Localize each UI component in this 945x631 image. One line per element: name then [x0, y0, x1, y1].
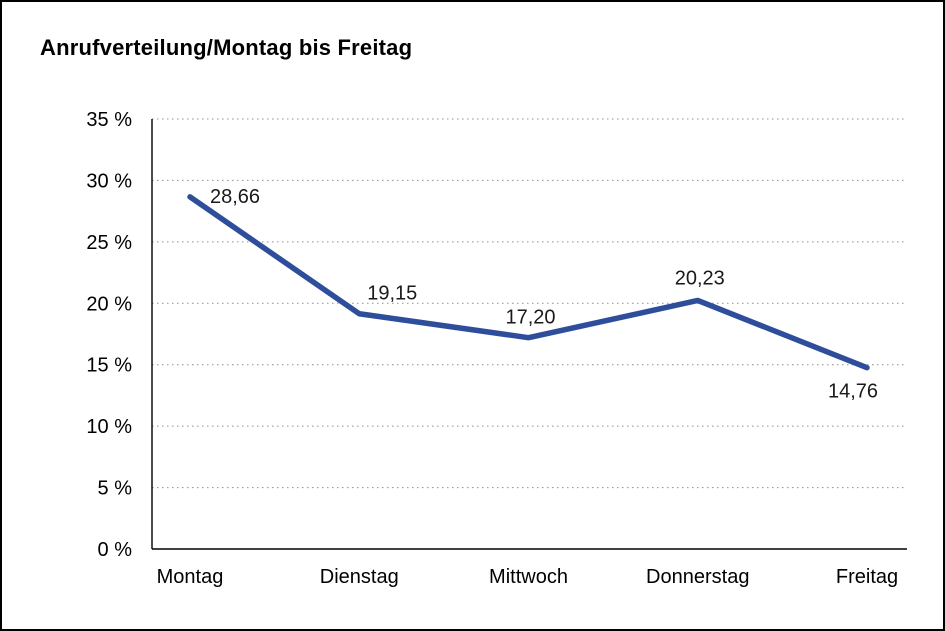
x-tick-label: Mittwoch [489, 566, 568, 588]
data-point-label: 14,76 [828, 381, 878, 403]
x-tick-label: Donnerstag [646, 566, 749, 588]
y-tick-label: 35 % [86, 109, 132, 131]
y-tick-label: 20 % [86, 293, 132, 315]
y-tick-label: 5 % [98, 478, 133, 500]
y-tick-label: 25 % [86, 232, 132, 254]
y-tick-label: 30 % [86, 170, 132, 192]
data-point-label: 28,66 [210, 186, 260, 208]
data-point-label: 19,15 [367, 283, 417, 305]
chart-title: Anrufverteilung/Montag bis Freitag [40, 35, 413, 60]
data-point-label: 20,23 [675, 267, 725, 289]
y-tick-label: 15 % [86, 355, 132, 377]
x-tick-label: Montag [157, 566, 224, 588]
x-tick-label: Freitag [836, 566, 898, 588]
x-tick-label: Dienstag [320, 566, 399, 588]
y-tick-label: 0 % [98, 539, 133, 561]
data-point-label: 17,20 [505, 307, 555, 329]
y-tick-label: 10 % [86, 416, 132, 438]
data-series-line [187, 194, 870, 371]
